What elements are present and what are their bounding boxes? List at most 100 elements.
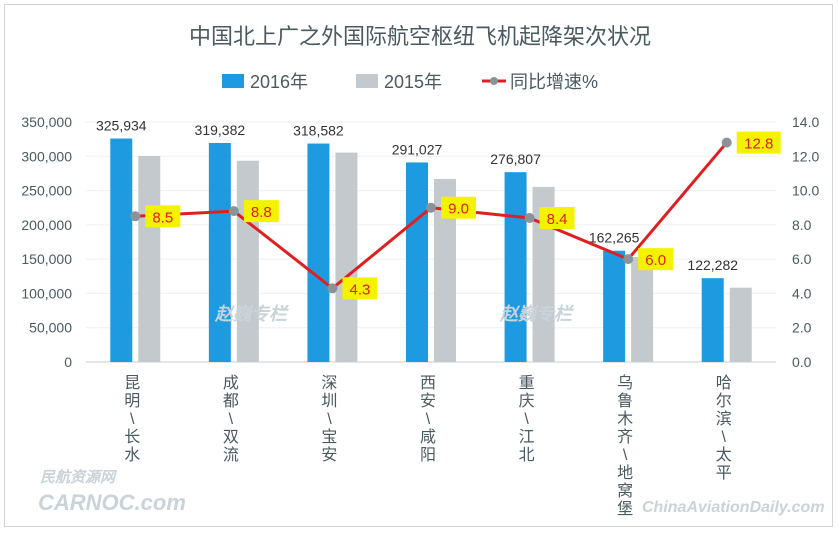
- watermark-carnoc-cn: 民航资源网: [40, 469, 116, 486]
- category-label-char: 圳: [321, 392, 337, 410]
- category-label-char: 堡: [617, 500, 633, 518]
- bar-2016: [504, 172, 527, 362]
- growth-marker: [327, 283, 338, 294]
- category-label-char: 木: [617, 410, 633, 428]
- category-label-char: 流: [223, 446, 239, 464]
- bar-data-label: 162,265: [589, 230, 640, 246]
- category-label-char: 地: [617, 464, 633, 482]
- watermark-column-1: 赵巍专栏: [215, 304, 287, 324]
- legend-label-1: 2015年: [384, 72, 442, 92]
- category-label-char: 西: [420, 375, 436, 392]
- watermark-column-2: 赵巍专栏: [500, 304, 572, 324]
- bar-data-label: 276,807: [490, 151, 541, 167]
- category-label-char: 平: [716, 465, 732, 482]
- category-label-char: 双: [223, 429, 239, 446]
- bar-2015: [631, 257, 654, 362]
- growth-marker: [623, 254, 634, 265]
- category-label-char: 长: [124, 428, 140, 446]
- growth-data-label: 8.4: [547, 211, 568, 228]
- category-label-char: 齐: [617, 428, 633, 446]
- watermark-cad: ChinaAviationDaily.com: [642, 499, 825, 516]
- right-tick-label: 10.0: [792, 183, 819, 199]
- bar-data-label: 325,934: [96, 118, 147, 134]
- category-label-char: 哈: [716, 374, 732, 392]
- bar-data-label: 291,027: [392, 141, 443, 157]
- category-label-char: 安: [420, 392, 436, 410]
- category-label-char: \: [721, 429, 726, 446]
- legend-marker-2: [490, 77, 498, 85]
- left-tick-label: 0: [64, 354, 72, 370]
- category-label-char: 都: [223, 392, 239, 410]
- bar-2015: [236, 160, 259, 362]
- category-label-char: 鲁: [617, 392, 633, 410]
- category-label-char: 咸: [420, 428, 436, 446]
- growth-label-bg: [145, 205, 181, 228]
- growth-marker: [721, 137, 732, 148]
- category-label-char: 明: [124, 393, 140, 410]
- bar-data-label: 319,382: [195, 122, 246, 138]
- bar-2016: [208, 142, 231, 362]
- category-label-char: 昆: [124, 375, 140, 392]
- category-label-char: \: [623, 447, 628, 464]
- category-label-char: 窝: [617, 482, 633, 500]
- category-label-char: \: [524, 411, 529, 428]
- left-tick-label: 150,000: [21, 251, 72, 267]
- category-label-char: 安: [321, 446, 337, 464]
- left-tick-label: 200,000: [21, 217, 72, 233]
- legend-swatch-1: [356, 74, 378, 88]
- growth-label-bg: [342, 277, 378, 300]
- growth-data-label: 8.8: [251, 204, 272, 221]
- bar-2015: [138, 156, 161, 362]
- bar-2015: [532, 186, 555, 362]
- category-label-char: \: [130, 411, 135, 428]
- bar-2016: [307, 143, 330, 362]
- growth-label-bg: [539, 207, 575, 229]
- right-tick-label: 6.0: [792, 251, 812, 267]
- bar-2016: [603, 250, 626, 362]
- legend-label-0: 2016年: [250, 72, 308, 92]
- growth-label-bg: [243, 200, 279, 223]
- bar-2015: [729, 287, 752, 362]
- bar-data-label: 122,282: [687, 257, 738, 273]
- left-tick-label: 300,000: [21, 148, 72, 164]
- watermark-carnoc: CARNOC.com: [38, 490, 186, 515]
- growth-data-label: 6.0: [645, 252, 666, 269]
- growth-label-bg: [441, 196, 476, 219]
- right-tick-label: 14.0: [792, 114, 819, 130]
- category-label-char: \: [426, 411, 431, 428]
- category-label-char: \: [327, 411, 332, 428]
- category-label-char: 尔: [716, 392, 732, 410]
- left-tick-label: 100,000: [21, 285, 72, 301]
- bar-2016: [406, 162, 428, 362]
- bar-2016: [110, 138, 133, 362]
- growth-marker: [426, 202, 436, 213]
- growth-marker: [130, 211, 141, 222]
- category-label-char: 成: [223, 374, 239, 392]
- category-label-char: 水: [124, 446, 140, 464]
- category-label-char: 重: [519, 374, 535, 392]
- right-tick-label: 2.0: [792, 320, 812, 336]
- growth-data-label: 12.8: [744, 136, 773, 153]
- category-label-char: 江: [519, 428, 535, 446]
- left-tick-label: 350,000: [21, 114, 72, 130]
- bar-2015: [434, 178, 456, 362]
- growth-data-label: 8.5: [152, 209, 173, 226]
- chart-title: 中国北上广之外国际航空枢纽飞机起降架次状况: [189, 24, 651, 49]
- right-tick-label: 0.0: [792, 354, 812, 370]
- growth-marker: [524, 213, 535, 223]
- left-tick-label: 50,000: [29, 320, 72, 336]
- right-tick-label: 8.0: [792, 217, 812, 233]
- growth-marker: [228, 206, 239, 217]
- category-label-char: 阳: [420, 446, 436, 464]
- bar-2015: [335, 152, 358, 362]
- growth-label-bg: [736, 131, 781, 154]
- category-label-char: \: [229, 411, 234, 428]
- chart-frame: [4, 4, 833, 527]
- category-label-char: 乌: [617, 374, 633, 392]
- right-tick-label: 4.0: [792, 285, 812, 301]
- growth-data-label: 4.3: [349, 281, 370, 298]
- right-tick-label: 12.0: [792, 148, 819, 164]
- category-label-char: 太: [716, 446, 732, 464]
- legend-swatch-0: [222, 74, 244, 88]
